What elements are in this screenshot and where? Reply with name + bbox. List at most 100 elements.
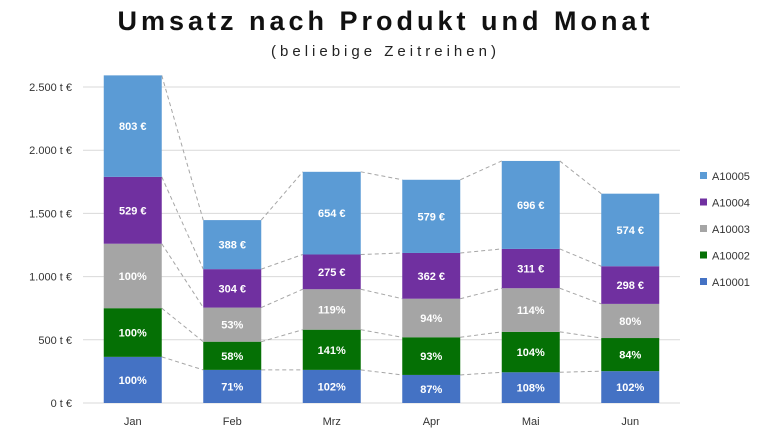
x-tick-label: Mai (522, 416, 540, 428)
bar-segment (103, 75, 162, 177)
grid-lines (83, 86, 680, 404)
connector-line (559, 248, 602, 267)
data-label: 87% (420, 384, 442, 396)
bar-segment (501, 372, 560, 403)
connector-line (161, 356, 204, 371)
legend-entry: A10005 (712, 171, 750, 183)
bar-segment (501, 331, 560, 373)
data-label: 94% (420, 313, 442, 325)
data-label: 53% (221, 320, 243, 332)
x-tick-label: Jun (621, 416, 639, 428)
bar-segment (103, 176, 162, 244)
data-label: 100% (119, 328, 147, 340)
x-tick-label: Apr (423, 416, 440, 428)
y-tick-label: 1.500 t € (29, 208, 72, 220)
connector-line (261, 288, 303, 309)
y-tick-label: 2.500 t € (29, 82, 72, 94)
bar-segment (501, 248, 560, 289)
legend-entry: A10002 (712, 251, 750, 263)
legend-swatch (700, 225, 707, 232)
data-label: 311 € (517, 264, 544, 276)
data-label: 100% (119, 375, 147, 387)
legend-swatch (700, 278, 707, 285)
connector-line (559, 370, 602, 373)
bar-segment (302, 289, 361, 330)
legend: A10005 A10004 A10003 A10002 A10001 (700, 171, 750, 289)
bar-segment (302, 254, 361, 290)
bar-segment (402, 337, 461, 375)
connector-line (161, 243, 204, 308)
bar-segment (203, 307, 262, 342)
data-label: 100% (119, 271, 147, 283)
data-label: 108% (517, 383, 545, 395)
data-label: 579 € (417, 211, 445, 223)
connector-line (460, 371, 502, 376)
data-label: 84% (619, 350, 641, 362)
data-label: 304 € (218, 283, 246, 295)
bar-segment (402, 179, 461, 253)
bar-segment (103, 308, 162, 357)
chart-title: Umsatz nach Produkt und Monat (117, 6, 654, 36)
data-label: 80% (619, 316, 641, 328)
connector-line (460, 331, 502, 338)
legend-entry: A10004 (712, 198, 750, 210)
data-label: 93% (420, 351, 442, 363)
connector-line (559, 160, 602, 195)
bar-segment (103, 356, 162, 403)
connector-line (261, 254, 303, 270)
data-label: 574 € (616, 225, 644, 237)
connector-line (559, 287, 602, 305)
y-tick-label: 2.000 t € (29, 145, 72, 157)
bar-segment (402, 252, 461, 299)
bar-segment (302, 329, 361, 370)
bar-segment (601, 193, 660, 267)
bar-segment (203, 220, 262, 270)
bar-segment (601, 266, 660, 304)
data-label: 114% (517, 305, 545, 317)
data-label: 119% (318, 304, 346, 316)
data-label: 529 € (119, 205, 147, 217)
bars: 100% 100% 100% 529 € 803 € 71% 58% 53% 304 € 388 … (103, 75, 660, 403)
bar-segment (601, 371, 660, 403)
bar-segment (601, 303, 660, 339)
bar-segment (203, 269, 262, 308)
legend-swatch (700, 198, 707, 206)
data-label: 298 € (616, 280, 644, 292)
bar-segment (203, 369, 262, 403)
x-tick-label: Jan (124, 416, 142, 428)
connector-line (360, 171, 403, 181)
bar-segment (103, 243, 162, 309)
x-tick-label: Feb (223, 416, 242, 428)
bar-segment (501, 160, 560, 249)
connector-line (161, 75, 204, 221)
connector-line (261, 329, 303, 343)
data-label: 362 € (417, 271, 445, 283)
connector-line (360, 288, 403, 300)
data-label: 388 € (218, 240, 246, 252)
data-label: 102% (318, 381, 346, 393)
bar-segment (601, 338, 660, 372)
bar-segment (402, 298, 461, 338)
bar-segment (402, 374, 461, 403)
x-axis: Jan Feb Mrz Apr Mai Jun (124, 416, 639, 428)
legend-swatch (700, 251, 707, 259)
y-axis: 0 t € 500 t € 1.000 t € 1.500 t € 2.000 t € 2… (29, 82, 72, 410)
legend-entry: A10001 (712, 277, 750, 289)
y-tick-label: 0 t € (51, 398, 72, 410)
connector-line (360, 329, 403, 338)
data-label: 102% (616, 382, 644, 394)
bar-segment (501, 288, 560, 332)
y-tick-label: 500 t € (38, 335, 72, 347)
connector-line (360, 369, 403, 376)
connector-line (161, 176, 204, 270)
connector-line (360, 252, 403, 255)
connector-line (260, 171, 304, 221)
data-label: 275 € (318, 267, 346, 279)
data-label: 58% (221, 351, 243, 363)
data-label: 104% (517, 347, 545, 359)
connector-line (460, 287, 502, 300)
connector-line (161, 307, 204, 343)
connector-line (460, 248, 502, 254)
data-label: 141% (318, 345, 346, 357)
